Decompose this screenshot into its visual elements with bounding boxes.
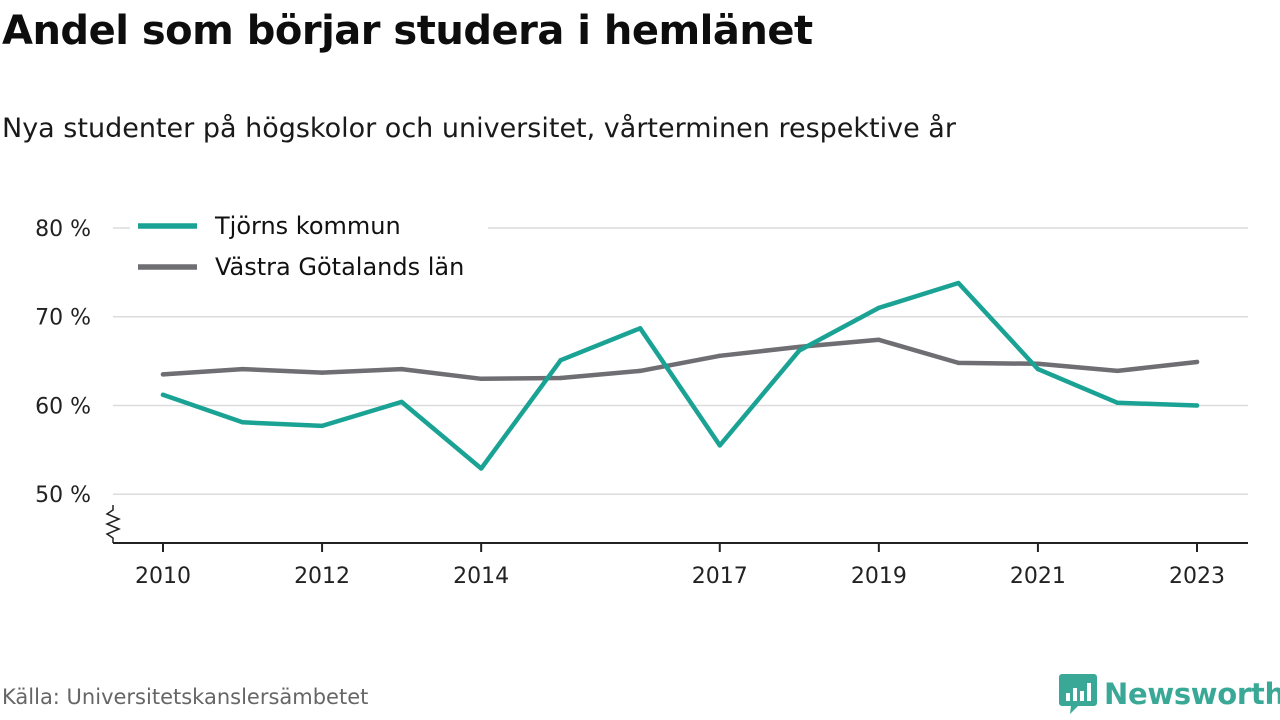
newsworthy-logo-icon	[1059, 674, 1097, 714]
series-lines	[160, 280, 1200, 471]
y-axis-tick-labels: 50 % 60 % 70 % 80 %	[35, 217, 91, 508]
series-line-tjorn	[160, 280, 1200, 471]
data-point-vastra-gotaland-2023	[1194, 359, 1200, 365]
data-point-tjorn-2021	[1035, 366, 1041, 372]
x-axis	[105, 505, 1248, 544]
brand-logo[interactable]: Newsworthy	[1058, 672, 1280, 716]
data-point-vastra-gotaland-2013	[399, 366, 404, 372]
data-point-tjorn-2019	[876, 305, 882, 311]
line-chart: 50 % 60 % 70 % 80 % 2010 2012 2014 2017 2019 202…	[35, 207, 1248, 589]
chart-subtitle: Nya studenter på högskolor och universit…	[2, 113, 956, 144]
chart-title: Andel som börjar studera i hemlänet	[2, 8, 813, 54]
legend-background	[130, 207, 488, 289]
data-point-vastra-gotaland-2019	[876, 337, 882, 343]
data-point-tjorn-2013	[399, 399, 404, 405]
data-point-vastra-gotaland-2020	[956, 360, 961, 366]
y-tick-label: 60 %	[35, 394, 91, 419]
x-tick-label: 2019	[851, 564, 907, 589]
brand-name: Newsworthy	[1104, 677, 1280, 711]
data-point-vastra-gotaland-2011	[240, 366, 245, 372]
legend-label-tjorn: Tjörns kommun	[214, 212, 401, 240]
data-point-vastra-gotaland-2017	[717, 353, 722, 358]
data-point-tjorn-2012	[319, 423, 325, 429]
x-tick-label: 2023	[1169, 564, 1225, 589]
x-tick-label: 2012	[294, 564, 350, 589]
data-point-vastra-gotaland-2015	[558, 375, 563, 381]
series-line-vastra-gotaland	[160, 337, 1200, 382]
y-tick-label: 70 %	[35, 306, 91, 331]
data-point-tjorn-2020	[956, 280, 961, 286]
legend: Tjörns kommun Västra Götalands län	[130, 207, 488, 289]
y-tick-label: 80 %	[35, 217, 91, 242]
data-point-tjorn-2022	[1115, 400, 1120, 406]
data-point-tjorn-2016	[638, 326, 643, 331]
data-point-tjorn-2011	[240, 420, 245, 425]
data-point-tjorn-2010	[160, 392, 166, 398]
data-point-vastra-gotaland-2014	[478, 376, 484, 382]
data-point-vastra-gotaland-2010	[160, 372, 166, 377]
data-point-tjorn-2023	[1194, 403, 1200, 408]
y-axis-break-icon	[105, 505, 121, 543]
data-point-tjorn-2018	[797, 348, 802, 353]
legend-label-vastra-gotaland: Västra Götalands län	[215, 253, 464, 281]
source-note: Källa: Universitetskanslersämbetet	[2, 685, 369, 709]
data-point-tjorn-2015	[558, 358, 563, 363]
data-point-vastra-gotaland-2012	[319, 370, 325, 375]
x-tick-label: 2010	[135, 564, 191, 589]
x-tick-label: 2017	[692, 564, 748, 589]
x-tick-label: 2021	[1010, 564, 1066, 589]
x-tick-label: 2014	[453, 564, 509, 589]
data-point-vastra-gotaland-2022	[1115, 368, 1120, 374]
data-point-vastra-gotaland-2016	[638, 368, 643, 374]
x-axis-ticks: 2010 2012 2014 2017 2019 2021 2023	[135, 543, 1225, 589]
y-tick-label: 50 %	[35, 483, 91, 508]
data-point-tjorn-2014	[478, 466, 484, 471]
data-point-tjorn-2017	[717, 443, 722, 448]
